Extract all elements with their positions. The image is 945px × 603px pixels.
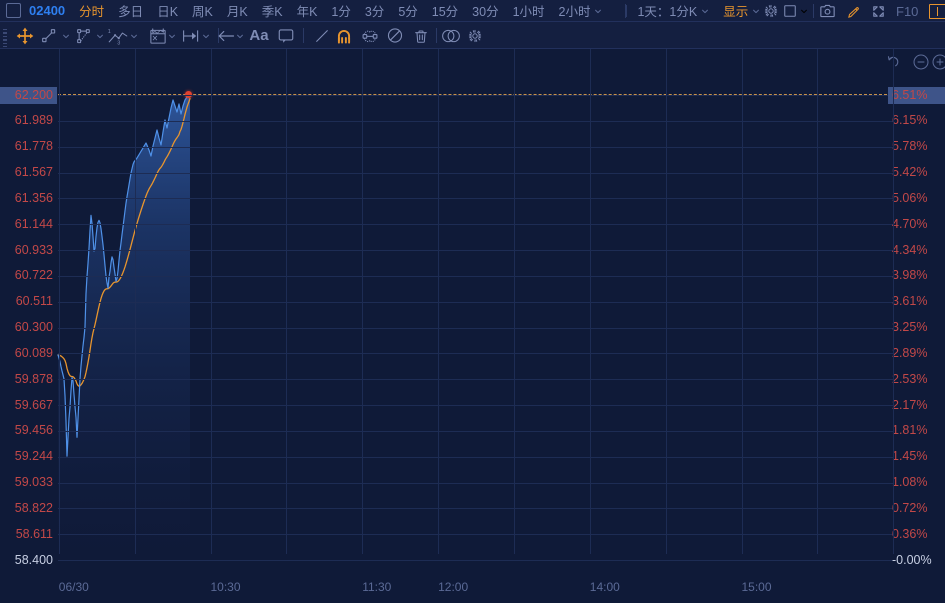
svg-text:1: 1	[108, 29, 111, 35]
svg-text:3: 3	[117, 40, 120, 45]
